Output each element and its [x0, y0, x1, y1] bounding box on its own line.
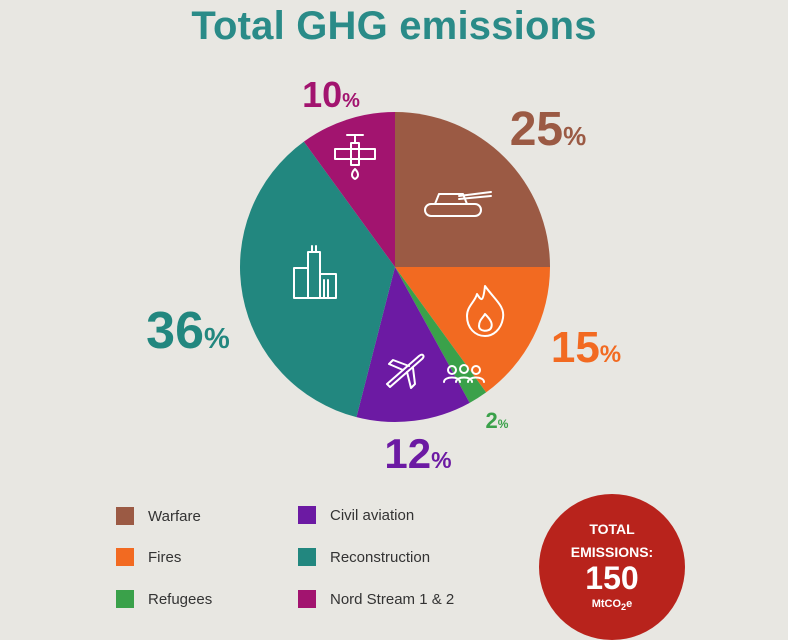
total-label-line2: EMISSIONS:	[570, 544, 654, 560]
pipeline-icon	[334, 134, 376, 180]
slice-label-refugees: 2%	[486, 408, 509, 433]
total-unit-suffix: e	[626, 598, 633, 610]
legend-swatch-civil-aviation	[298, 506, 316, 524]
legend-label: Fires	[148, 548, 182, 566]
slice-icons	[293, 134, 505, 389]
pie-slices	[240, 112, 550, 423]
legend-item-civil-aviation: Civil aviation	[298, 506, 414, 524]
total-emissions-badge: TOTAL EMISSIONS: 150 MtCO2e	[539, 494, 685, 640]
legend-swatch-fires	[116, 548, 134, 566]
total-unit: MtCO2e	[539, 598, 685, 612]
slice-labels: 25% 15% 2% 12% 36% 10%	[146, 74, 621, 477]
legend-label: Warfare	[148, 507, 201, 525]
total-label: TOTAL EMISSIONS:	[539, 518, 685, 564]
legend-swatch-reconstruction	[298, 548, 316, 566]
total-unit-prefix: MtCO	[591, 598, 622, 610]
legend-swatch-warfare	[116, 507, 134, 525]
building-icon	[293, 245, 337, 299]
legend-item-fires: Fires	[116, 548, 181, 566]
tank-icon	[424, 191, 492, 217]
legend-item-reconstruction: Reconstruction	[298, 548, 430, 566]
total-label-line1: TOTAL	[589, 521, 635, 537]
legend-label: Civil aviation	[330, 506, 415, 524]
legend-item-refugees: Refugees	[116, 590, 212, 608]
legend-swatch-refugees	[116, 590, 134, 608]
legend-label: Reconstruction	[330, 548, 431, 566]
legend-item-warfare: Warfare	[116, 507, 201, 525]
slice-label-reconstruction: 36%	[146, 302, 230, 360]
pie-slice-refugees	[395, 267, 487, 403]
slice-label-nord-stream-1-2: 10%	[302, 74, 360, 115]
slice-label-warfare: 25%	[510, 103, 587, 156]
slice-label-civil-aviation: 12%	[384, 430, 451, 477]
pie-slice-civil-aviation	[356, 267, 470, 423]
pie-slice-warfare	[395, 112, 550, 267]
people-icon	[443, 364, 485, 383]
total-unit-sub: 2	[621, 602, 627, 613]
pie-slice-reconstruction	[240, 141, 395, 418]
slice-label-fires: 15%	[551, 323, 621, 372]
pie-slice-nord-stream-1-2	[303, 112, 395, 267]
total-value: 150	[585, 560, 639, 596]
legend-item-nord-stream: Nord Stream 1 & 2	[298, 590, 454, 608]
legend-swatch-nord-stream	[298, 590, 316, 608]
flame-icon	[466, 285, 505, 337]
legend-label: Nord Stream 1 & 2	[330, 590, 455, 608]
airplane-icon	[386, 353, 425, 389]
legend-label: Refugees	[148, 590, 213, 608]
chart-title: Total GHG emissions	[191, 4, 597, 48]
